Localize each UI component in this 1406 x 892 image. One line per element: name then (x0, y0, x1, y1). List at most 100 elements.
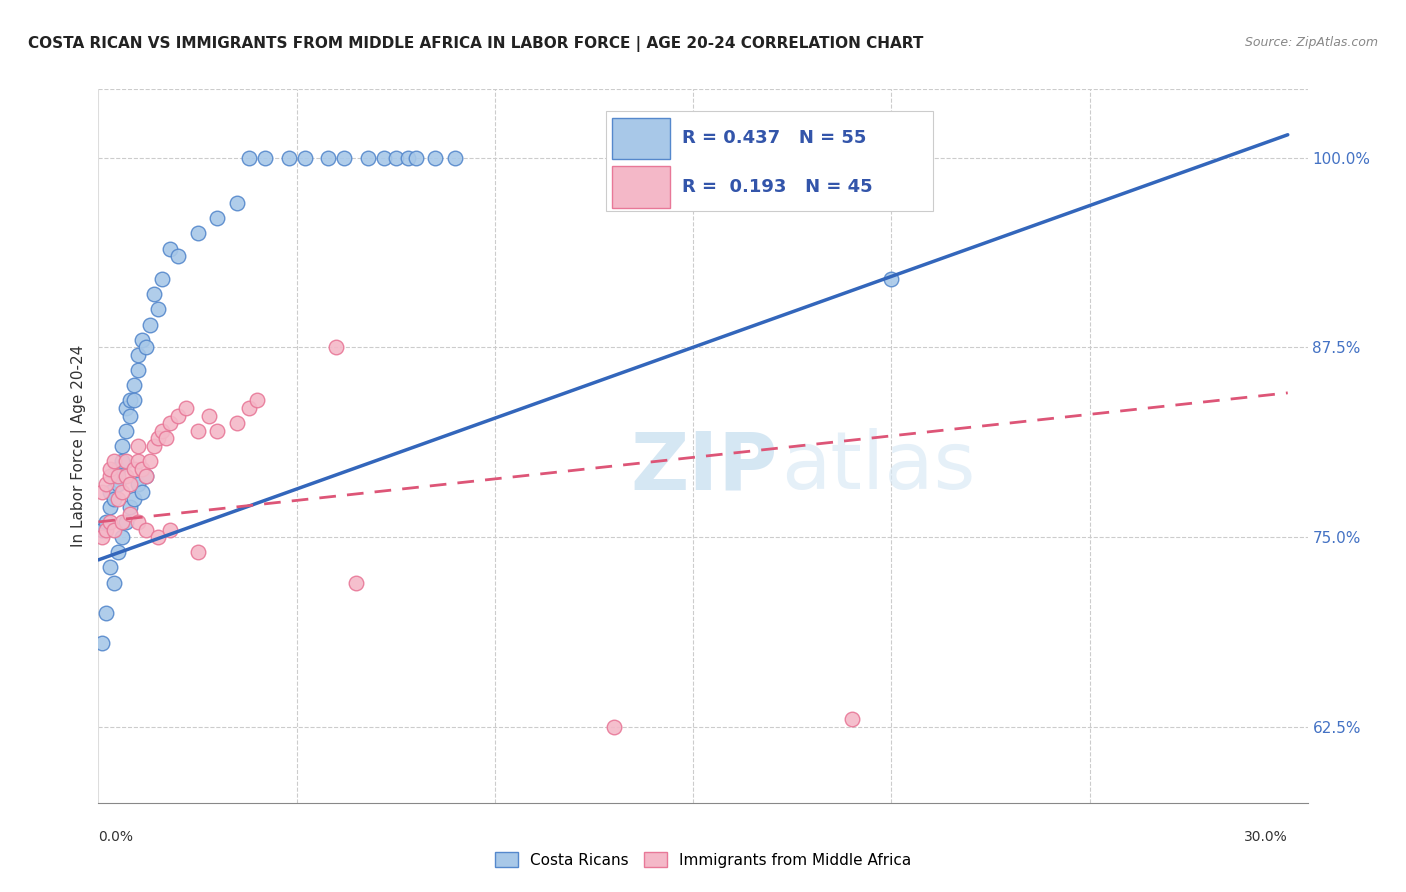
Point (115, 401, 138, 415)
Point (166, 249, 188, 263)
Point (115, 469, 138, 483)
Legend: Costa Ricans, Immigrants from Middle Africa: Costa Ricans, Immigrants from Middle Afr… (489, 846, 917, 873)
Point (603, 720, 626, 734)
Point (159, 416, 181, 430)
Point (115, 424, 138, 438)
Point (238, 401, 260, 415)
Point (131, 333, 153, 347)
Point (146, 431, 169, 445)
Point (98, 462, 121, 476)
Point (111, 515, 134, 529)
Point (150, 272, 173, 286)
Point (131, 462, 153, 476)
Point (107, 545, 129, 559)
Point (98, 500, 121, 514)
FancyBboxPatch shape (613, 118, 671, 159)
Point (107, 477, 129, 491)
Point (120, 500, 142, 514)
Point (135, 469, 157, 483)
Point (186, 424, 208, 438)
Point (120, 508, 142, 522)
Point (122, 462, 145, 476)
Point (96, 523, 118, 537)
Point (120, 393, 142, 408)
Point (98, 484, 121, 499)
Point (127, 477, 149, 491)
Text: atlas: atlas (782, 428, 976, 507)
Point (107, 469, 129, 483)
Point (174, 401, 197, 415)
Point (103, 469, 125, 483)
Point (96, 606, 118, 620)
Point (384, 151, 406, 165)
Text: 30.0%: 30.0% (1244, 830, 1288, 844)
Point (155, 431, 177, 445)
Point (246, 393, 269, 408)
Point (150, 424, 173, 438)
Point (91, 484, 114, 499)
Point (139, 454, 162, 468)
Point (186, 227, 208, 241)
Point (115, 454, 138, 468)
Point (103, 492, 125, 507)
Point (91, 530, 114, 544)
Text: Source: ZipAtlas.com: Source: ZipAtlas.com (1244, 36, 1378, 49)
Point (333, 151, 356, 165)
Point (127, 363, 149, 377)
Point (131, 484, 153, 499)
Point (207, 211, 229, 226)
Point (238, 151, 260, 165)
Point (98, 469, 121, 483)
Point (166, 409, 188, 423)
Point (146, 530, 169, 544)
Point (841, 712, 863, 726)
Point (135, 523, 157, 537)
Point (107, 462, 129, 476)
Point (142, 287, 165, 301)
Point (111, 454, 134, 468)
Point (107, 492, 129, 507)
Point (120, 477, 142, 491)
Point (111, 439, 134, 453)
Point (344, 575, 367, 590)
Point (277, 151, 299, 165)
Point (127, 439, 149, 453)
FancyBboxPatch shape (613, 166, 671, 208)
Y-axis label: In Labor Force | Age 20-24: In Labor Force | Age 20-24 (72, 345, 87, 547)
Point (122, 393, 145, 408)
Point (139, 318, 162, 332)
Point (253, 151, 276, 165)
Point (96, 477, 118, 491)
Point (122, 492, 145, 507)
Point (226, 196, 249, 211)
Point (198, 409, 221, 423)
Point (425, 151, 447, 165)
Point (127, 515, 149, 529)
Point (91, 636, 114, 650)
Point (159, 242, 181, 256)
Point (294, 151, 316, 165)
Point (91, 523, 114, 537)
Point (207, 424, 229, 438)
FancyBboxPatch shape (606, 111, 932, 211)
Point (115, 515, 138, 529)
Point (405, 151, 427, 165)
Point (142, 439, 165, 453)
Point (98, 515, 121, 529)
Point (122, 378, 145, 392)
Point (159, 523, 181, 537)
Point (120, 409, 142, 423)
Text: 0.0%: 0.0% (98, 830, 134, 844)
Point (357, 151, 380, 165)
Point (111, 484, 134, 499)
Point (111, 530, 134, 544)
Point (444, 151, 467, 165)
Text: COSTA RICAN VS IMMIGRANTS FROM MIDDLE AFRICA IN LABOR FORCE | AGE 20-24 CORRELAT: COSTA RICAN VS IMMIGRANTS FROM MIDDLE AF… (28, 36, 924, 52)
Point (96, 515, 118, 529)
Point (318, 151, 340, 165)
Point (127, 348, 149, 362)
Point (103, 523, 125, 537)
Point (103, 454, 125, 468)
Text: ZIP: ZIP (630, 428, 778, 507)
Point (135, 340, 157, 354)
